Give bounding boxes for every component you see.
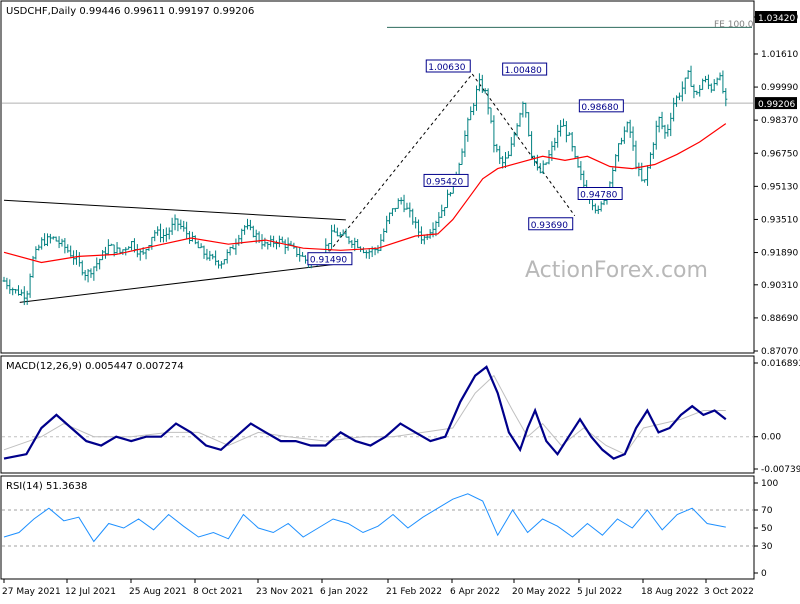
rsi-tick-label-0: 100 <box>761 479 778 489</box>
x-tick-label-7: 6 Apr 2022 <box>450 587 500 597</box>
x-tick-label-2: 25 Aug 2021 <box>129 587 187 597</box>
price-tick-label-2: 0.99990 <box>761 83 798 93</box>
price-tick-label-8: 0.90310 <box>761 281 798 291</box>
pivot-box-5 <box>528 217 574 231</box>
pivot-box-2 <box>423 173 469 187</box>
fe-label: FE 100.0 <box>714 20 754 30</box>
macd-tick-label-0: 0.016893 <box>761 359 800 369</box>
pivot-label-3: 0.98680 <box>581 103 618 113</box>
x-tick-label-8: 20 May 2022 <box>512 587 571 597</box>
top-level-tag-bg <box>755 11 797 23</box>
moving-average-line <box>3 123 727 264</box>
pivot-label-0: 1.00630 <box>428 63 465 73</box>
pivot-box-4 <box>577 186 623 200</box>
macd-tick-label-2: -0.007393 <box>761 465 800 475</box>
rsi-layer <box>2 493 753 547</box>
pivot-box-1 <box>502 62 548 76</box>
rsi-tick-label-4: 0 <box>761 569 767 579</box>
price-tick-label-9: 0.88690 <box>761 314 798 324</box>
pivot-label-5: 0.93690 <box>531 221 568 231</box>
top-level-tag: 1.03420 <box>758 14 795 24</box>
price-panel-frame <box>0 0 755 354</box>
x-tick-label-9: 5 Jul 2022 <box>577 587 622 597</box>
x-tick-label-0: 27 May 2021 <box>2 587 61 597</box>
price-tick-label-7: 0.91890 <box>761 249 798 259</box>
price-tick-label-6: 0.93510 <box>761 215 798 225</box>
rsi-tick-label-2: 50 <box>761 524 773 534</box>
rsi-tick-label-1: 70 <box>761 506 773 516</box>
symbol-header: USDCHF,Daily 0.99446 0.99611 0.99197 0.9… <box>6 6 254 17</box>
x-tick-label-1: 12 Jul 2021 <box>65 587 116 597</box>
zigzag-line-1 <box>471 73 576 217</box>
x-tick-label-5: 6 Jan 2022 <box>320 587 368 597</box>
macd-line <box>3 365 727 460</box>
trendline-0 <box>3 199 346 221</box>
x-tick-label-11: 3 Oct 2022 <box>704 587 754 597</box>
price-tick-label-4: 0.96750 <box>761 149 798 159</box>
current-price-tag: 0.99206 <box>758 100 795 110</box>
macd-panel-frame <box>0 355 755 474</box>
x-tick-label-6: 21 Feb 2022 <box>386 587 442 597</box>
pivot-box-0 <box>425 59 471 73</box>
pivot-label-6: 0.91490 <box>310 256 347 266</box>
pivot-label-1: 1.00480 <box>505 66 542 76</box>
current-price-tag-bg <box>755 97 797 110</box>
x-tick-label-4: 23 Nov 2021 <box>256 587 314 597</box>
x-tick-label-10: 18 Aug 2022 <box>641 587 699 597</box>
rsi-line <box>3 493 726 543</box>
macd-signal-line <box>3 374 726 455</box>
pivot-box-6 <box>307 252 353 266</box>
macd-layer <box>2 365 753 460</box>
price-layer: 1.00630 1.00480 0.95420 0.98680 0.94780 0.936… <box>2 26 753 306</box>
rsi-tick-label-3: 30 <box>761 542 773 552</box>
price-tick-label-1: 1.01610 <box>761 50 798 60</box>
price-tick-label-3: 0.98370 <box>761 116 798 126</box>
x-tick-label-3: 8 Oct 2021 <box>193 587 243 597</box>
pivot-box-3 <box>578 99 624 113</box>
rsi-label: RSI(14) 51.3638 <box>6 481 87 492</box>
rsi-panel-frame <box>0 475 755 580</box>
macd-label: MACD(12,26,9) 0.005447 0.007274 <box>6 361 184 372</box>
price-tick-label-5: 0.95130 <box>761 182 798 192</box>
trendline-1 <box>19 262 346 303</box>
axis-layer: 1.03420 1.01610 0.99990 0.98370 0.96750 0.951… <box>2 11 800 597</box>
watermark: ActionForex.com <box>525 258 708 283</box>
macd-tick-label-1: 0.00 <box>761 433 781 443</box>
price-tick-label-10: 0.87070 <box>761 347 798 357</box>
pivot-label-2: 0.95420 <box>426 177 463 187</box>
pivot-label-4: 0.94780 <box>580 190 617 200</box>
zigzag-line-0 <box>321 73 473 262</box>
